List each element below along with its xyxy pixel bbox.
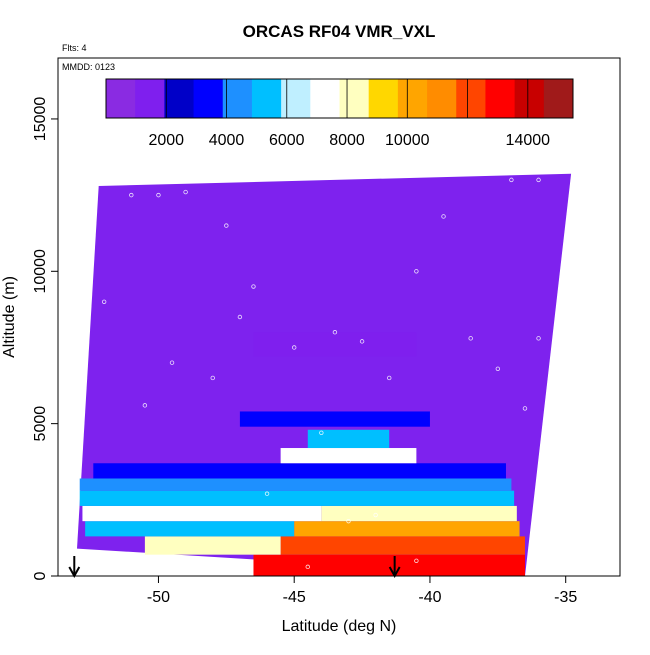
- y-tick-label: 15000: [32, 97, 49, 142]
- colorbar-swatch: [193, 79, 224, 118]
- colorbar-swatch: [397, 79, 428, 118]
- colorbar-tick-label: 6000: [269, 132, 305, 149]
- flight-track-point: [156, 192, 161, 198]
- flight-track-point: [387, 375, 392, 381]
- colorbar-swatch: [251, 79, 282, 118]
- flight-track-point: [183, 189, 188, 195]
- data-band: [82, 505, 322, 522]
- y-tick-label: 10000: [32, 249, 49, 294]
- flight-track-point: [346, 518, 351, 524]
- colorbar-swatch: [514, 79, 545, 118]
- down-arrow-head: [68, 566, 81, 579]
- flight-track-point: [251, 284, 256, 289]
- colorbar-frame: [105, 78, 574, 119]
- data-band: [144, 536, 281, 555]
- colorbar-tick-label: 8000: [329, 132, 365, 149]
- arrow-markers: [68, 556, 401, 579]
- x-tick-label: -40: [418, 589, 441, 606]
- flight-track-point: [522, 406, 528, 411]
- flight-track-point: [577, 336, 582, 341]
- y-tick-label: 5000: [32, 406, 49, 442]
- data-band: [93, 463, 506, 479]
- colorbar-swatch: [222, 79, 253, 118]
- y-tick-label: 0: [32, 571, 49, 580]
- flight-track-point: [101, 299, 107, 304]
- plot-frame: [57, 57, 621, 577]
- flight-track-point: [509, 177, 514, 183]
- colorbar-swatch: [427, 79, 457, 118]
- x-tick-label: -35: [554, 589, 577, 606]
- flight-track-point: [414, 269, 419, 274]
- flight-track-point: [237, 314, 243, 320]
- data-band: [321, 505, 517, 522]
- data-band: [253, 332, 417, 357]
- flight-track-point: [468, 336, 473, 341]
- date-note: MMDD: 0123: [62, 62, 115, 72]
- flights-note: Flts: 4: [62, 43, 87, 53]
- data-band: [280, 536, 525, 555]
- flight-track-point: [129, 192, 134, 198]
- x-tick-label: -45: [283, 589, 306, 606]
- flight-track-point: [305, 564, 310, 570]
- data-band: [85, 521, 295, 537]
- data-band: [79, 478, 512, 491]
- flight-track-point: [264, 491, 270, 496]
- flight-track-point: [359, 339, 365, 344]
- chart-title: ORCAS RF04 VMR_VXL: [243, 22, 436, 41]
- colorbar-swatch: [135, 79, 165, 118]
- flight-track-point: [142, 403, 148, 408]
- flight-track-point: [210, 375, 215, 381]
- data-band: [253, 554, 525, 576]
- colorbar-swatch: [339, 79, 370, 118]
- x-tick-label: -50: [147, 589, 170, 606]
- flight-track-point: [563, 336, 568, 341]
- flight-track-point: [441, 214, 446, 219]
- colorbar-swatch: [310, 79, 340, 118]
- x-axis-label: Latitude (deg N): [282, 618, 397, 635]
- colorbar-swatch: [368, 79, 399, 118]
- colorbar-tick-label: 4000: [209, 132, 245, 149]
- colorbar-tick-label: 14000: [506, 132, 551, 149]
- data-band: [79, 490, 515, 506]
- colorbar: 2000 4000 6000 8000 10000 14000: [105, 78, 574, 149]
- colorbar-swatch: [485, 79, 516, 118]
- data-band: [280, 448, 417, 464]
- colorbar-tick-label: 10000: [385, 132, 430, 149]
- flight-track-point: [373, 512, 378, 518]
- y-axis: 0 5000 10000 15000: [32, 97, 58, 580]
- flight-track-point: [536, 177, 541, 183]
- plot-area: [58, 58, 620, 576]
- colorbar-swatch: [281, 79, 311, 118]
- data-band: [294, 521, 520, 537]
- flight-track-points: [101, 177, 582, 570]
- data-bands: [79, 332, 525, 576]
- flight-track-point: [536, 336, 541, 341]
- flight-track-point: [495, 366, 501, 371]
- colorbar-swatch: [164, 79, 195, 118]
- down-arrow-head: [388, 566, 401, 579]
- flight-track-point: [292, 345, 297, 350]
- flight-track-point: [319, 430, 324, 435]
- data-band: [239, 411, 430, 427]
- x-axis: -50 -45 -40 -35: [147, 576, 577, 606]
- colorbar-swatch: [543, 79, 574, 118]
- flight-track-point: [414, 558, 419, 563]
- flight-track-point: [169, 360, 175, 365]
- data-band: [307, 429, 390, 449]
- colorbar-tick-label: 2000: [148, 132, 184, 149]
- colorbar-swatch: [106, 79, 136, 118]
- y-axis-label: Altitude (m): [1, 276, 18, 358]
- flight-track-point: [332, 330, 338, 335]
- colorbar-swatch: [456, 79, 486, 118]
- flight-track-point: [224, 223, 229, 228]
